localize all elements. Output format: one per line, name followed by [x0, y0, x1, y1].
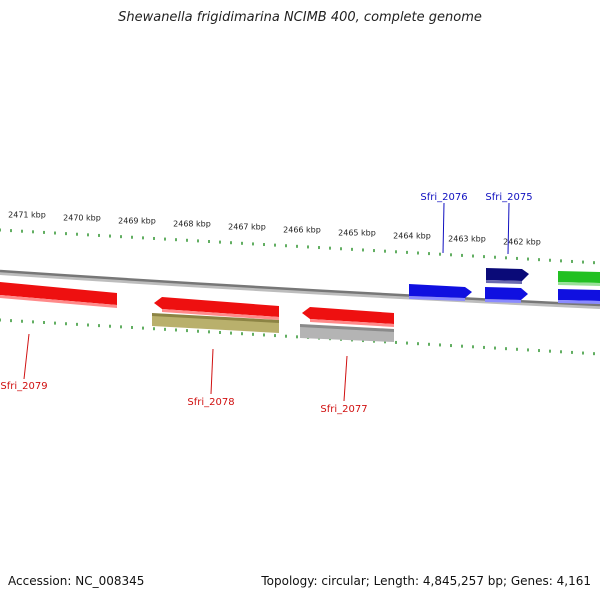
scale-labels: 2471 kbp 2470 kbp 2469 kbp 2468 kbp 2467 kbp…	[8, 210, 541, 246]
gene-Sfri_2078-secondary[interactable]	[152, 313, 279, 333]
gene-label-Sfri_2079[interactable]: Sfri_2079	[0, 381, 47, 392]
scale-label: 2462 kbp	[503, 238, 541, 247]
gene-Sfri_2079[interactable]	[0, 282, 117, 308]
gene-Sfri_2075-upper-shape[interactable]	[486, 268, 529, 281]
label-line-Sfri_2075	[507, 202, 510, 255]
gene-label-Sfri_2077[interactable]: Sfri_2077	[320, 404, 367, 415]
gene-Sfri_2079-shape[interactable]	[0, 282, 117, 305]
gene-Sfri_2078-secondary-shape[interactable]	[152, 315, 279, 333]
gene-Sfri_2075-upper[interactable]	[486, 268, 529, 284]
gene-green-forward[interactable]	[558, 271, 600, 286]
scale-label: 2467 kbp	[228, 223, 266, 232]
gene-blue-forward-edge-highlight	[558, 300, 600, 304]
gene-Sfri_2079-highlight	[0, 295, 117, 308]
scale-label: 2465 kbp	[338, 229, 376, 238]
genome-backbone-shadow	[0, 271, 600, 309]
gene-Sfri_2077-highlight	[310, 319, 394, 327]
scale-label: 2470 kbp	[63, 214, 101, 223]
scale-label: 2464 kbp	[393, 232, 431, 241]
scale-label: 2469 kbp	[118, 217, 156, 226]
gene-green-forward-shape[interactable]	[558, 271, 600, 283]
label-line-Sfri_2079	[23, 333, 30, 380]
gene-Sfri_2078-highlight	[162, 309, 279, 320]
gene-green-forward-highlight	[558, 282, 600, 286]
gene-label-Sfri_2076[interactable]: Sfri_2076	[420, 192, 467, 203]
label-line-Sfri_2078	[210, 348, 214, 395]
gene-Sfri_2078-secondary-edge	[152, 313, 279, 323]
gene-Sfri_2075-highlight	[485, 299, 521, 303]
scale-ticks	[0, 228, 595, 356]
gene-Sfri_2077-secondary[interactable]	[300, 324, 394, 342]
gene-blue-forward-edge[interactable]	[558, 289, 600, 304]
genome-summary-text: Topology: circular; Length: 4,845,257 bp…	[261, 574, 591, 588]
gene-Sfri_2076-highlight	[409, 296, 465, 301]
scale-label: 2466 kbp	[283, 226, 321, 235]
scale-label: 2463 kbp	[448, 235, 486, 244]
gene-Sfri_2078[interactable]	[154, 297, 279, 320]
gene-Sfri_2075[interactable]	[485, 287, 528, 303]
gene-Sfri_2075-shape[interactable]	[485, 287, 528, 300]
accession-text: Accession: NC_008345	[8, 574, 145, 588]
gene-Sfri_2078-shape[interactable]	[154, 297, 279, 317]
gene-label-Sfri_2078[interactable]: Sfri_2078	[187, 397, 234, 408]
gene-Sfri_2077-shape[interactable]	[302, 307, 394, 324]
map-title: Shewanella frigidimarina NCIMB 400, comp…	[118, 10, 482, 25]
gene-label-Sfri_2075[interactable]: Sfri_2075	[485, 192, 532, 203]
label-line-Sfri_2076	[442, 202, 445, 254]
gene-Sfri_2076[interactable]	[409, 284, 472, 301]
scale-label: 2468 kbp	[173, 220, 211, 229]
gene-blue-forward-edge-shape[interactable]	[558, 289, 600, 301]
gene-Sfri_2077[interactable]	[302, 307, 394, 327]
gene-Sfri_2076-shape[interactable]	[409, 284, 472, 298]
scale-label: 2471 kbp	[8, 210, 46, 219]
gene-Sfri_2077-secondary-edge	[300, 324, 394, 332]
label-line-Sfri_2077	[343, 355, 348, 402]
gene-Sfri_2075-upper-highlight	[486, 280, 522, 284]
